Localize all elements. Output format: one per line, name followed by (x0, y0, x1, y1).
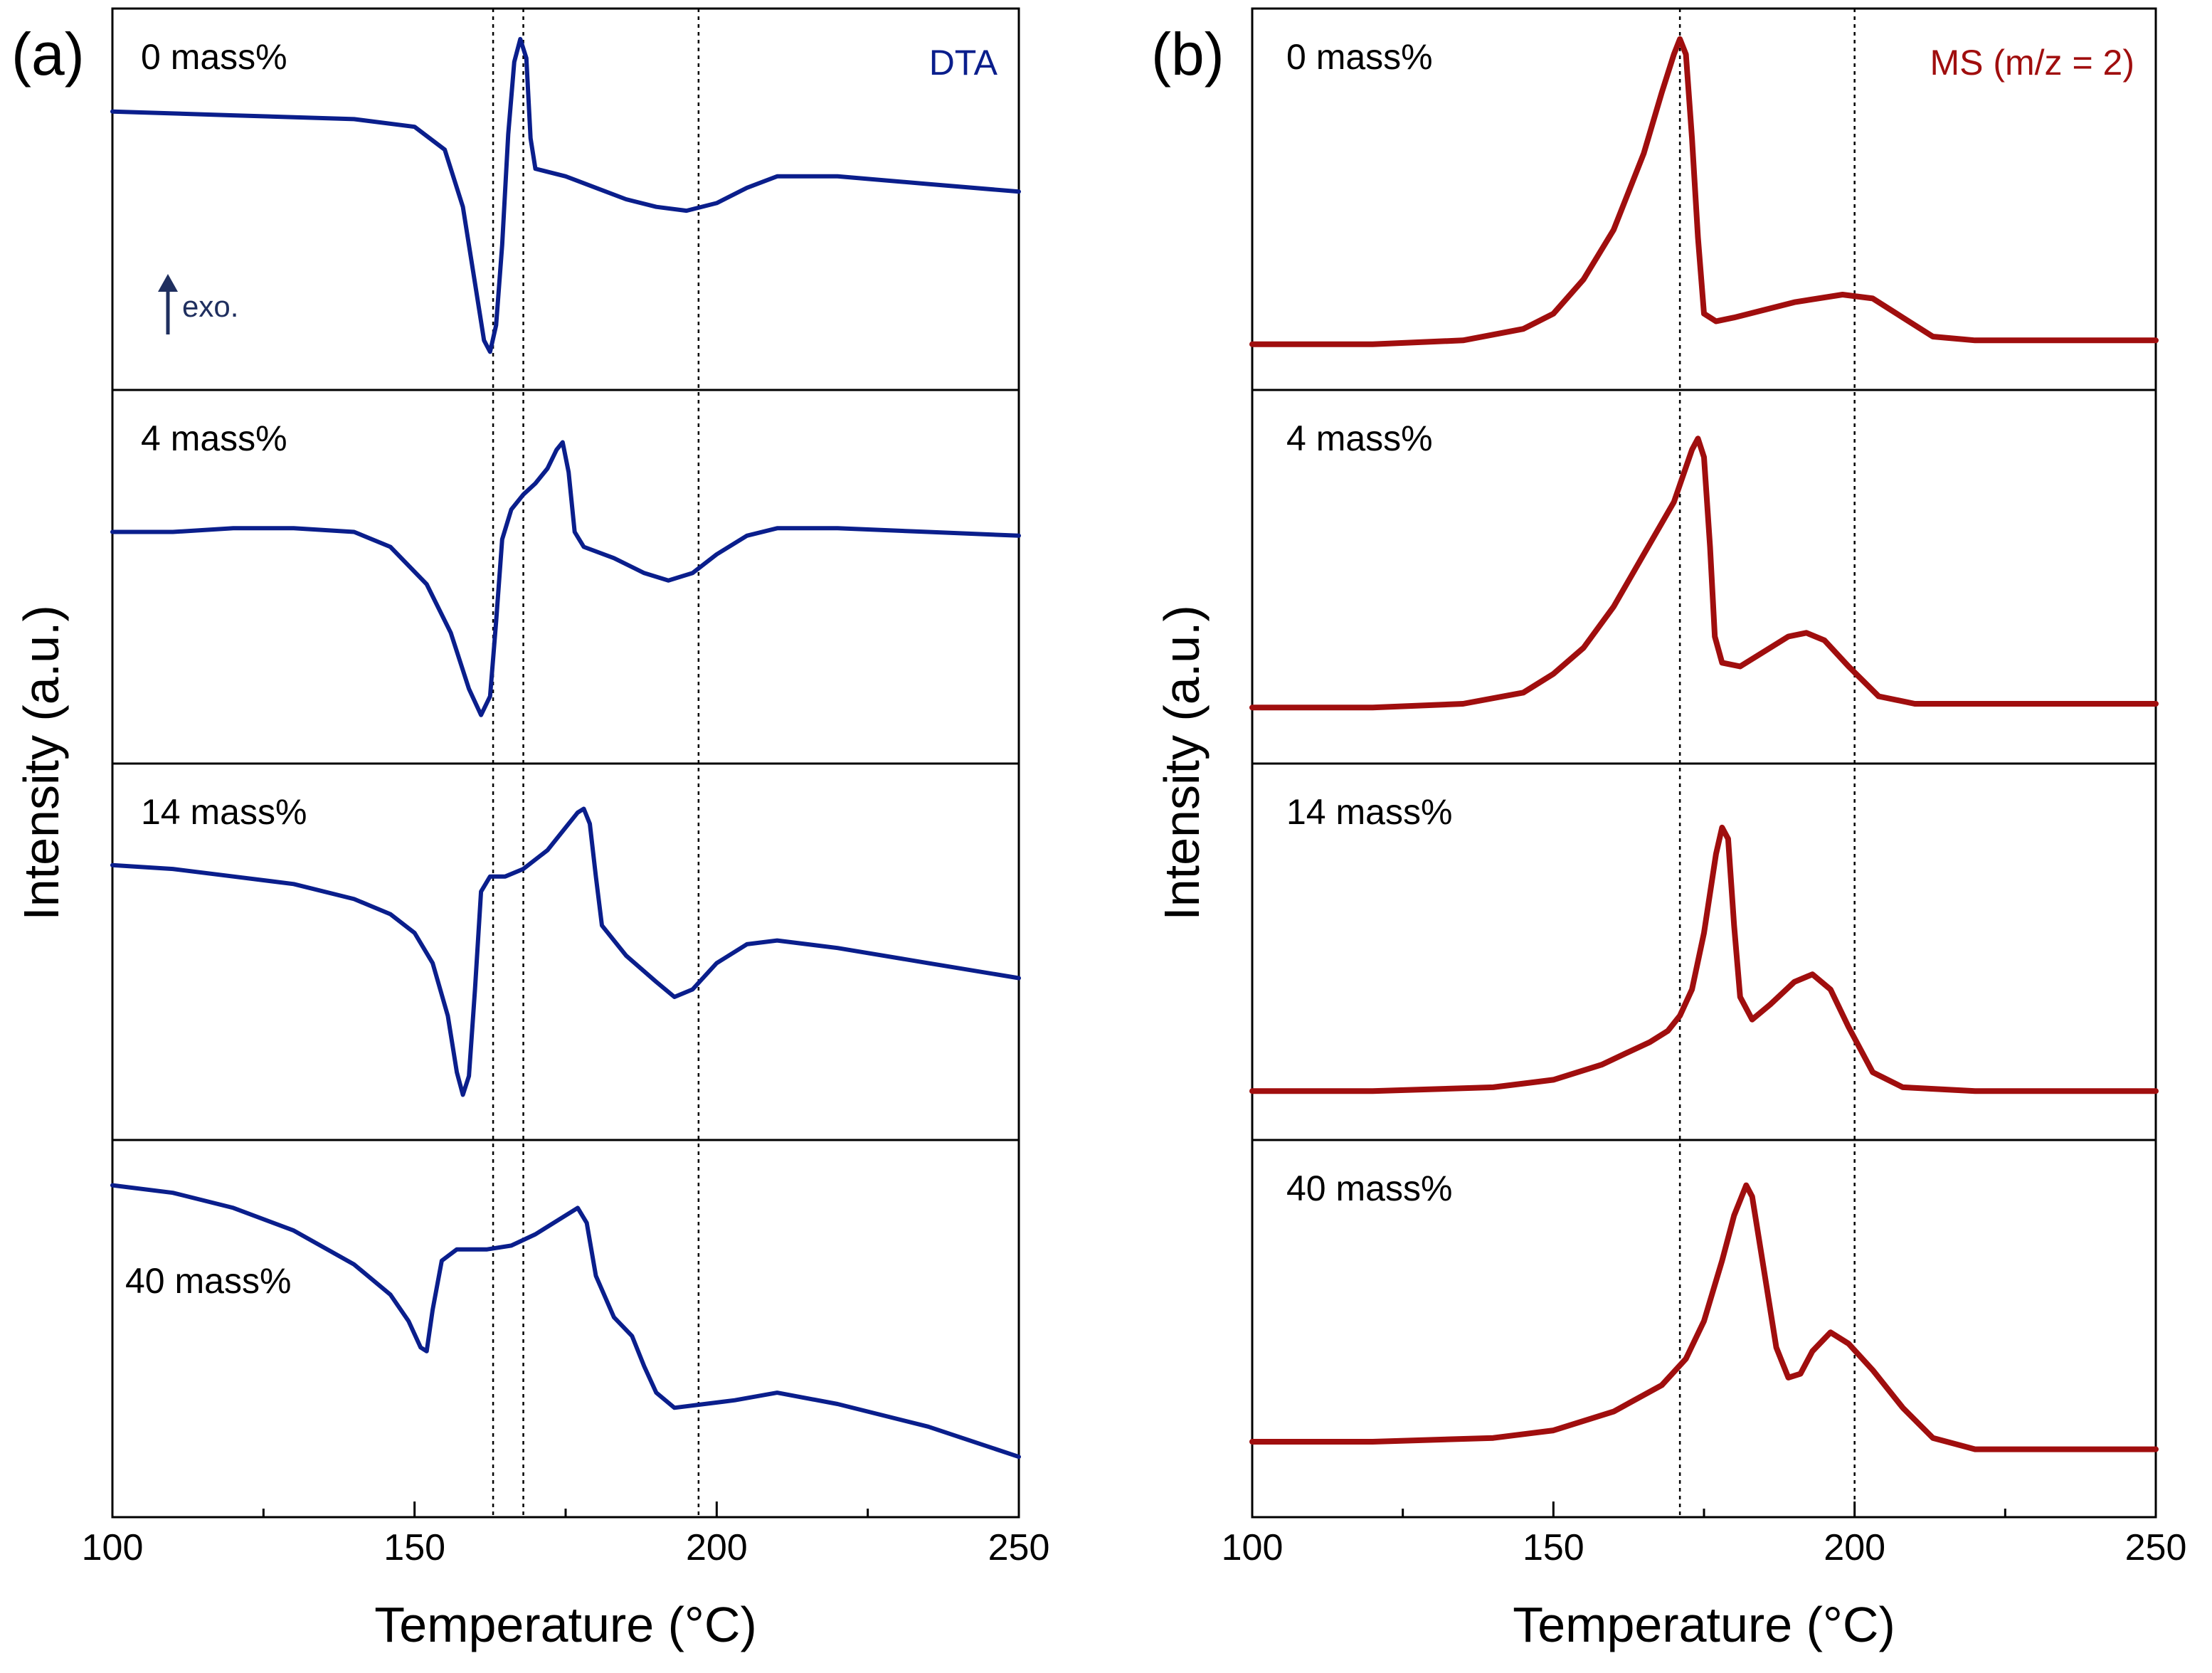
series-line-3 (1249, 824, 2159, 1094)
series-label: 4 mass% (1286, 418, 1433, 458)
series-label: 4 mass% (141, 418, 287, 458)
panel-letter: (a) (11, 21, 85, 88)
x-tick-label: 100 (82, 1527, 144, 1568)
x-tick-label: 250 (988, 1527, 1050, 1568)
x-tick-label: 200 (686, 1527, 748, 1568)
x-tick-label: 150 (383, 1527, 445, 1568)
series-label: 40 mass% (125, 1261, 291, 1301)
x-axis-title: Temperature (°C) (1513, 1597, 1895, 1652)
x-axis-title: Temperature (°C) (374, 1597, 757, 1652)
signal-label: DTA (929, 43, 998, 83)
annotation-exo: exo. (182, 290, 238, 323)
series-label: 14 mass% (141, 792, 307, 832)
x-tick-label: 250 (2125, 1527, 2187, 1568)
series-line-1 (110, 36, 1021, 354)
y-axis-title: Intensity (a.u.) (1154, 605, 1210, 921)
series-label: 0 mass% (141, 37, 287, 77)
panel-letter: (b) (1151, 21, 1224, 88)
panel-a: (a) 0 mass% 4 mass% 14 mass% 40 mass% DTA exo.… (11, 7, 1050, 1652)
signal-label: MS (m/z = 2) (1930, 43, 2134, 83)
panel-b: (b) 0 mass% 4 mass% 14 mass% 40 mass% MS (m/z… (1151, 7, 2187, 1652)
series-label: 0 mass% (1286, 37, 1433, 77)
series-line-4 (110, 1183, 1021, 1460)
y-axis-title: Intensity (a.u.) (14, 605, 69, 921)
subplot-frame (111, 1139, 1020, 1519)
x-tick-label: 150 (1523, 1527, 1584, 1568)
x-tick-label: 100 (1222, 1527, 1284, 1568)
series-line-3 (110, 806, 1021, 1097)
up-arrow-icon (158, 274, 178, 292)
series-label: 14 mass% (1286, 792, 1452, 832)
series-line-4 (1249, 1182, 2159, 1452)
series-label: 40 mass% (1286, 1168, 1452, 1208)
x-tick-label: 200 (1824, 1527, 1885, 1568)
series-line-2 (110, 440, 1021, 717)
series-line-2 (1249, 436, 2159, 711)
series-line-1 (1249, 36, 2159, 347)
